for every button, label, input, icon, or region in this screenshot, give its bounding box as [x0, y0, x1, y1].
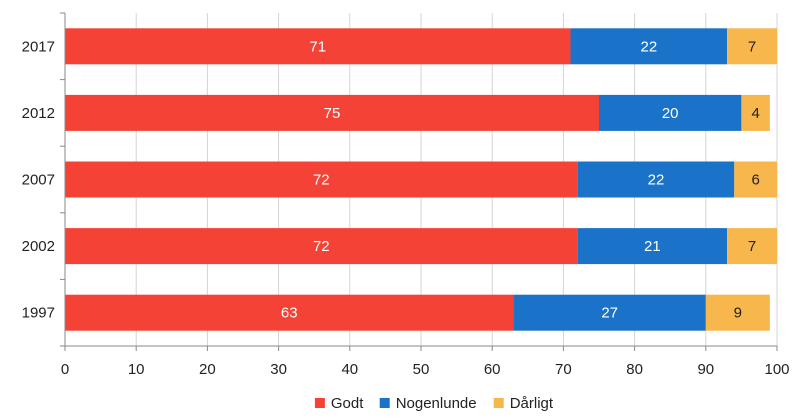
y-tick-label: 1997 — [22, 305, 55, 322]
x-tick-label: 70 — [555, 361, 572, 378]
data-label: 7 — [748, 38, 756, 55]
x-tick-label: 60 — [484, 361, 501, 378]
x-tick-label: 80 — [626, 361, 643, 378]
bar-segment — [65, 294, 514, 331]
x-tick-label: 100 — [764, 361, 789, 378]
legend-label: Dårligt — [510, 395, 554, 412]
bar-segment — [727, 28, 777, 65]
bar-segment — [734, 161, 777, 198]
data-label: 27 — [601, 305, 618, 322]
bar-segment — [577, 228, 728, 265]
axes: 2017 2012 2007 2002 1997 0 10 20 30 40 50 60 70 80 90 1… — [22, 12, 790, 378]
data-label: 4 — [751, 105, 759, 122]
x-tick-label: 0 — [61, 361, 69, 378]
data-label: 7 — [748, 238, 756, 255]
data-label: 9 — [734, 305, 742, 322]
x-tick-label: 20 — [199, 361, 216, 378]
data-label: 63 — [281, 305, 298, 322]
y-tick-label: 2012 — [22, 105, 55, 122]
x-tick-label: 10 — [128, 361, 145, 378]
data-label: 20 — [662, 105, 679, 122]
bar-segment — [65, 28, 571, 65]
bar-segment — [513, 294, 706, 331]
data-label: 72 — [313, 238, 330, 255]
bar-segment — [65, 94, 599, 131]
x-tick-label: 90 — [697, 361, 714, 378]
bars: 71 22 7 75 20 4 72 22 6 72 21 7 63 27 9 — [65, 28, 777, 331]
y-tick-label: 2017 — [22, 38, 55, 55]
legend-swatch — [314, 398, 325, 408]
x-tick-label: 50 — [413, 361, 430, 378]
y-tick-label: 2002 — [22, 238, 55, 255]
bar-segment — [599, 94, 742, 131]
legend-swatch — [493, 398, 504, 408]
bar-segment — [570, 28, 728, 65]
bar-segment — [705, 294, 770, 331]
legend-label: Godt — [331, 395, 364, 412]
data-label: 72 — [313, 172, 330, 189]
x-tick-label: 40 — [341, 361, 358, 378]
bar-segment — [577, 161, 735, 198]
legend-swatch — [379, 398, 390, 408]
x-tick-label: 30 — [270, 361, 287, 378]
bar-segment — [741, 94, 770, 131]
data-label: 6 — [751, 172, 759, 189]
legend: Godt Nogenlunde Dårligt — [314, 395, 554, 412]
bar-segment — [65, 161, 578, 198]
bar-segment — [727, 228, 777, 265]
legend-label: Nogenlunde — [396, 395, 477, 412]
data-label: 22 — [640, 38, 657, 55]
data-label: 21 — [644, 238, 661, 255]
bar-segment — [65, 228, 578, 265]
data-label: 22 — [648, 172, 665, 189]
y-tick-label: 2007 — [22, 172, 55, 189]
data-label: 75 — [324, 105, 341, 122]
data-label: 71 — [309, 38, 326, 55]
